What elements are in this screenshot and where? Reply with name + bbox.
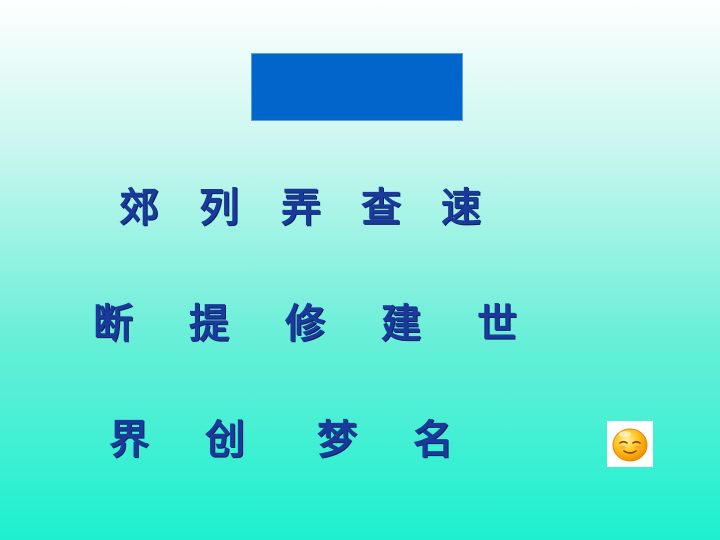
char-row3-3: 梦	[317, 417, 357, 463]
title-box	[252, 54, 462, 120]
char-row3-1: 界	[109, 417, 149, 463]
char-row1-3: 弄	[281, 185, 321, 231]
char-row2-2: 提	[189, 301, 229, 347]
char-row2-4: 建	[381, 301, 421, 347]
emoji-tile	[607, 421, 653, 467]
char-row2-3: 修	[285, 301, 325, 347]
char-row3-4: 名	[413, 417, 453, 463]
char-row3-2: 创	[205, 417, 245, 463]
smiling-face-icon	[612, 428, 648, 462]
char-row1-2: 列	[199, 185, 239, 231]
char-row1-4: 查	[361, 185, 401, 231]
char-row2-1: 断	[93, 301, 133, 347]
char-row1-5: 速	[441, 185, 481, 231]
char-row1-1: 郊	[119, 185, 159, 231]
char-row2-5: 世	[477, 301, 517, 347]
